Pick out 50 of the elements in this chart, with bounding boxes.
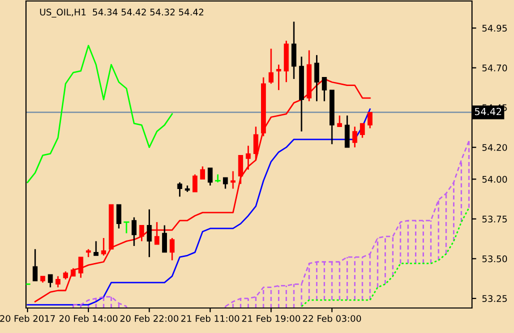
candlestick [322,76,327,102]
candlestick [238,154,244,185]
y-tick-label: 54.00 [482,176,507,183]
line-series [26,108,371,306]
candlestick [124,221,130,234]
candlestick [222,176,228,190]
candlestick [101,237,106,256]
candlestick [337,114,342,128]
candlestick [116,204,122,230]
candlestick [200,166,206,180]
candlestick [48,274,53,288]
candlestick [192,174,198,193]
candlestick [78,256,84,278]
candlestick [177,182,182,198]
candlestick [344,114,350,148]
candlestick [276,64,282,91]
x-tick-label: 21 Feb 19:00 [242,314,300,322]
x-tick-label: 21 Feb 11:00 [181,314,240,322]
y-tick-label: 54.70 [482,64,507,72]
candlestick [352,126,358,148]
candlestick [208,167,213,186]
y-tick-label: 54.20 [482,144,507,151]
candlestick [268,48,274,84]
candlestick [368,112,372,129]
x-tick-label: 22 Feb 03:00 [303,314,361,322]
candlestick [253,126,258,161]
candlestick [132,216,137,247]
y-tick-label: 53.75 [482,216,507,222]
y-tick-label: 53.50 [482,255,507,262]
candlestick [139,224,144,242]
candlestick [32,248,38,282]
candlestick [146,208,152,258]
candlestick [94,240,98,256]
candlestick [246,145,251,170]
candlestick [314,54,320,102]
x-tick-label: 20 Feb 14:00 [59,314,118,322]
line-series [300,207,470,308]
x-tick-label: 20 Feb 2017 [0,314,55,322]
y-tick-label: 53.25 [482,295,507,302]
candlestick [291,20,296,80]
text: US_OIL,H1 54.34 54.42 54.32 54.42 [40,8,204,18]
candlestick [360,122,365,138]
candlestick [154,221,160,246]
candlestick [230,170,236,190]
line-series [26,44,173,184]
y-tick-label: 54.95 [482,24,507,32]
x-tick-label: 20 Feb 22:00 [120,314,178,322]
candlestick [162,224,167,254]
candlestick [170,237,175,261]
candlestick [56,275,60,288]
